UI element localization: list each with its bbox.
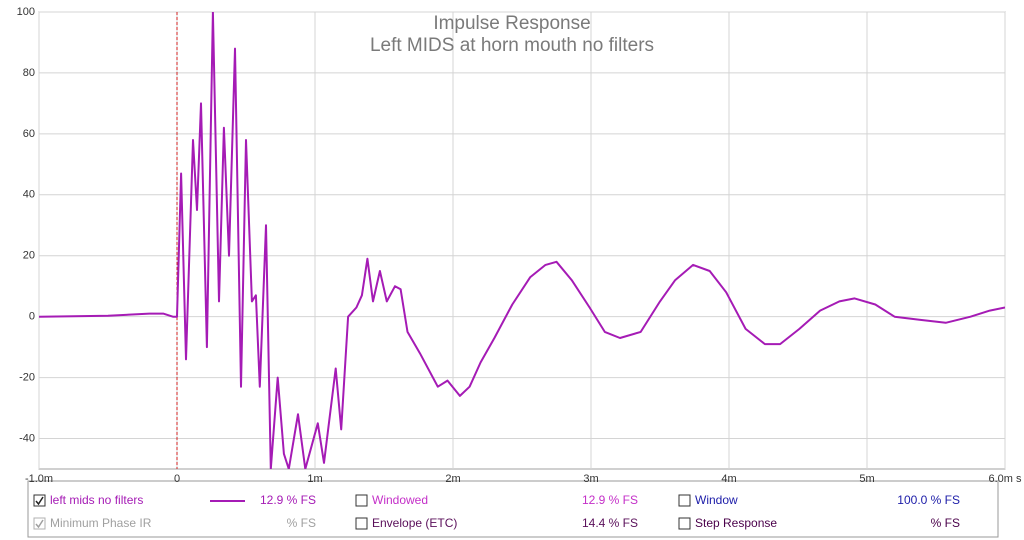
legend-item[interactable]: Envelope (ETC) 14.4 % FS <box>355 516 638 530</box>
legend-label: Window <box>695 493 738 507</box>
legend-item[interactable]: Windowed 12.9 % FS <box>355 493 638 507</box>
checkbox[interactable] <box>678 517 691 530</box>
checkbox[interactable] <box>355 517 368 530</box>
checkbox[interactable] <box>355 494 368 507</box>
checkbox[interactable] <box>678 494 691 507</box>
impulse-line <box>39 12 1005 469</box>
legend-label: Envelope (ETC) <box>372 516 457 530</box>
y-tick-label: -20 <box>19 372 35 384</box>
legend-panel <box>27 480 999 538</box>
x-tick-label: 1m <box>307 473 322 485</box>
legend-reading: 100.0 % FS <box>897 493 960 507</box>
x-tick-label: 4m <box>721 473 736 485</box>
y-tick-label: 60 <box>23 128 35 140</box>
checkmark <box>35 519 44 529</box>
legend-item[interactable]: Step Response % FS <box>678 516 960 530</box>
x-tick-label: -1.0m <box>25 473 53 485</box>
chart-title: Impulse Response <box>433 13 590 34</box>
plot-area <box>38 11 1006 470</box>
checkbox[interactable] <box>33 517 46 530</box>
legend-label: Windowed <box>372 493 428 507</box>
x-tick-label: 6.0m s <box>988 473 1022 485</box>
x-tick-label: 0 <box>174 473 180 485</box>
legend-reading: 12.9 % FS <box>582 493 638 507</box>
checkmark <box>35 496 44 506</box>
y-tick-label: 40 <box>23 189 35 201</box>
y-tick-label: 100 <box>17 6 35 18</box>
x-tick-label: 3m <box>583 473 598 485</box>
legend-reading: % FS <box>931 516 960 530</box>
x-tick-label: 5m <box>859 473 874 485</box>
x-tick-label: 2m <box>445 473 460 485</box>
chart-subtitle: Left MIDS at horn mouth no filters <box>370 35 654 56</box>
legend-reading: % FS <box>287 516 316 530</box>
legend-item[interactable]: Window 100.0 % FS <box>678 493 960 507</box>
y-tick-label: 0 <box>29 311 35 323</box>
legend-reading: 12.9 % FS <box>260 493 316 507</box>
legend-reading: 14.4 % FS <box>582 516 638 530</box>
legend-item[interactable]: Minimum Phase IR % FS <box>33 516 316 530</box>
legend-label: Minimum Phase IR <box>50 516 152 530</box>
legend-label: Step Response <box>695 516 777 530</box>
y-tick-label: -40 <box>19 432 35 444</box>
checkbox[interactable] <box>33 494 46 507</box>
legend-item[interactable]: left mids no filters 12.9 % FS <box>33 493 316 507</box>
y-tick-label: 80 <box>23 67 35 79</box>
legend-label: left mids no filters <box>50 493 143 507</box>
y-tick-label: 20 <box>23 250 35 262</box>
